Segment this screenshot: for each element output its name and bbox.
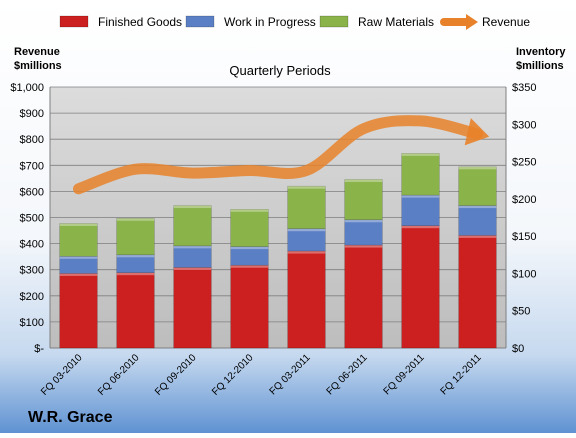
bar-highlight (458, 235, 497, 238)
bar-highlight (116, 218, 155, 221)
company-name: W.R. Grace (28, 409, 113, 426)
bar-work-in-progress (401, 194, 440, 227)
right-axis-tick-label: $350 (512, 82, 536, 94)
bar-finished-goods (230, 264, 269, 349)
bar-work-in-progress (230, 246, 269, 266)
bar-highlight (401, 195, 440, 198)
bar-finished-goods (173, 267, 212, 349)
bar-raw-materials (458, 166, 497, 206)
bar-finished-goods (344, 244, 383, 349)
bar-finished-goods (116, 272, 155, 349)
bar-work-in-progress (173, 245, 212, 268)
right-axis-tick-label: $250 (512, 157, 536, 169)
right-axis-ticks: $0 $50 $100 $150 $200 $250 $300 $350 (512, 82, 536, 355)
bar-highlight (116, 254, 155, 258)
left-axis-label-line1: Revenue (14, 46, 60, 58)
bar-highlight (230, 246, 269, 250)
bar-highlight (173, 267, 212, 270)
bar-raw-materials (173, 205, 212, 247)
bar-highlight (401, 153, 440, 156)
legend-swatch-finished-goods (59, 15, 89, 28)
bar-highlight (344, 219, 383, 223)
left-axis-tick-label: $- (34, 343, 44, 355)
left-axis-tick-label: $800 (20, 134, 44, 146)
legend-label-finished-goods: Finished Goods (98, 15, 182, 29)
bar-raw-materials (287, 185, 326, 229)
left-axis-tick-label: $100 (20, 317, 44, 329)
bar-highlight (287, 186, 326, 189)
left-axis-tick-label: $200 (20, 291, 44, 303)
bar-work-in-progress (59, 255, 98, 274)
legend-label-raw-materials: Raw Materials (358, 15, 434, 29)
left-axis-tick-label: $400 (20, 239, 44, 251)
bar-highlight (344, 245, 383, 248)
right-axis-label-line2: $millions (516, 60, 564, 72)
bar-highlight (401, 225, 440, 229)
bar-raw-materials (116, 217, 155, 256)
bar-work-in-progress (344, 219, 383, 246)
legend: Finished Goods Work in Progress Raw Materi… (59, 14, 530, 30)
bar-work-in-progress (287, 228, 326, 252)
bar-raw-materials (59, 223, 98, 257)
right-axis-tick-label: $200 (512, 194, 536, 206)
bar-highlight (59, 273, 98, 276)
bar-highlight (173, 205, 212, 209)
bar-highlight (116, 272, 155, 276)
legend-swatch-arrow (466, 14, 478, 30)
bar-work-in-progress (116, 254, 155, 273)
right-axis-tick-label: $50 (512, 306, 530, 318)
right-axis-label-line1: Inventory (516, 46, 566, 58)
bar-highlight (458, 166, 497, 170)
bar-highlight (230, 265, 269, 268)
bar-highlight (59, 223, 98, 226)
chart-title: Quarterly Periods (229, 63, 331, 78)
bar-work-in-progress (458, 205, 497, 236)
bar-highlight (458, 205, 497, 209)
left-axis-tick-label: $1,000 (10, 82, 44, 94)
bar-finished-goods (401, 225, 440, 349)
right-axis-tick-label: $0 (512, 343, 524, 355)
left-axis-tick-label: $900 (20, 108, 44, 120)
legend-swatch-work-in-progress (185, 15, 215, 28)
revenue-line-layer (73, 115, 490, 195)
bar-raw-materials (344, 179, 383, 221)
bars (59, 153, 497, 349)
bar-highlight (287, 251, 326, 254)
bar-highlight (344, 179, 383, 182)
left-axis-label-line2: $millions (14, 60, 62, 72)
bar-highlight (173, 245, 212, 249)
right-axis-tick-label: $150 (512, 231, 536, 243)
bar-finished-goods (287, 250, 326, 349)
right-axis-tick-label: $100 (512, 268, 536, 280)
left-axis-tick-label: $300 (20, 265, 44, 277)
revenue-line-arrowhead (464, 118, 490, 146)
legend-label-revenue: Revenue (482, 15, 530, 29)
left-axis-tick-label: $700 (20, 160, 44, 172)
left-axis-tick-label: $600 (20, 186, 44, 198)
left-axis-tick-label: $500 (20, 213, 44, 225)
bar-highlight (230, 209, 269, 212)
bar-raw-materials (401, 153, 440, 196)
bar-finished-goods (59, 273, 98, 349)
bar-raw-materials (230, 208, 269, 247)
revenue-line (73, 115, 483, 195)
right-axis-tick-label: $300 (512, 119, 536, 131)
left-axis-ticks: $- $100 $200 $300 $400 $500 $600 $700 $800 $900 $1… (10, 82, 44, 355)
bar-highlight (59, 256, 98, 259)
legend-swatch-raw-materials (319, 15, 349, 28)
bar-highlight (287, 228, 326, 232)
legend-label-work-in-progress: Work in Progress (224, 15, 316, 29)
bar-finished-goods (458, 235, 497, 349)
